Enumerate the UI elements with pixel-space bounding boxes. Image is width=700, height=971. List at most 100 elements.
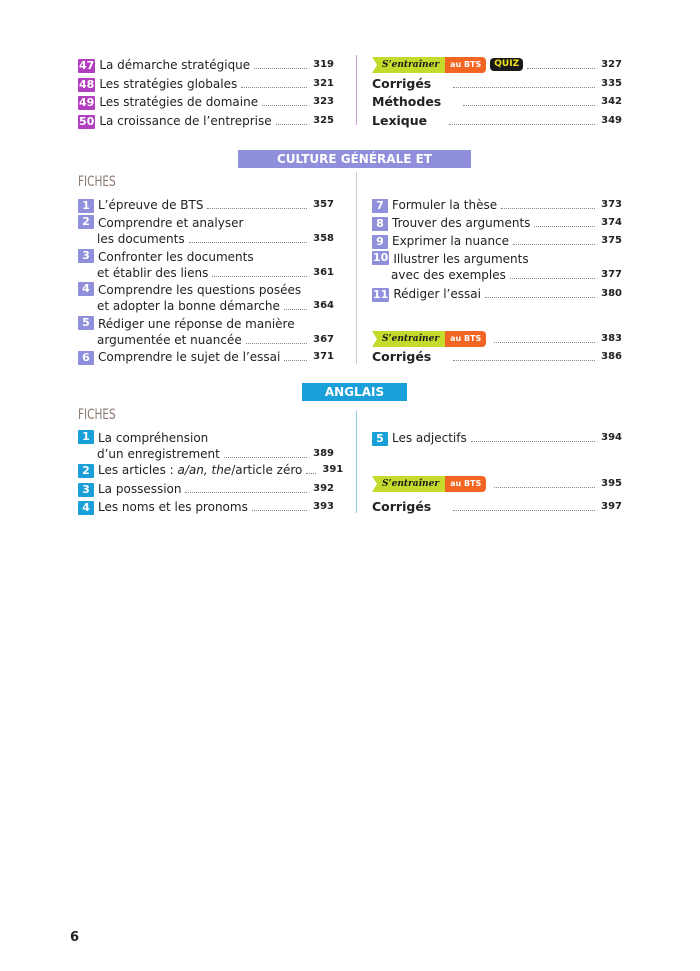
toc-entry-entrainer[interactable]: S’entraîner au BTS 395 (372, 476, 622, 492)
dot-leader (188, 242, 308, 243)
toc-entry[interactable]: 4 Les noms et les pronoms 393 (78, 499, 334, 515)
entrainer-tag: au BTS (445, 476, 487, 492)
dot-leader (275, 124, 308, 125)
dot-leader (212, 276, 308, 277)
entry-title-continued: et établir des liens (97, 266, 209, 280)
page-number: 364 (313, 300, 334, 311)
dot-leader (509, 278, 596, 279)
toc-entry-corriges[interactable]: Corrigés 397 (372, 499, 622, 515)
entry-title-continued: et adopter la bonne démarche (97, 299, 280, 313)
toc-entry-corrigés[interactable]: Corrigés 335 (372, 76, 622, 92)
entrainer-label: S’entraîner (372, 476, 446, 492)
fiche-number-badge: 48 (78, 78, 96, 92)
dot-leader (207, 208, 308, 209)
toc-entry[interactable]: 5 Les adjectifs 394 (372, 430, 622, 446)
page-number: 383 (601, 333, 622, 344)
toc-entry[interactable]: 49 Les stratégies de domaine 323 (78, 94, 334, 110)
dot-leader (494, 342, 596, 343)
toc-entry[interactable]: 6 Comprendre le sujet de l’essai 371 (78, 349, 334, 365)
entry-title: Méthodes (372, 94, 442, 109)
entry-title: La possession (98, 482, 182, 496)
page-number: 342 (601, 96, 622, 107)
entrainer-tag: au BTS (445, 331, 487, 347)
fiche-number-badge: 4 (78, 282, 94, 296)
fiche-number-badge: 1 (78, 430, 94, 444)
toc-entry-lexique[interactable]: Lexique 349 (372, 113, 622, 129)
dot-leader (245, 343, 308, 344)
entry-title: L’épreuve de BTS (98, 198, 204, 212)
fiche-number-badge: 9 (372, 235, 388, 249)
page-number: 391 (322, 464, 344, 475)
dot-leader (449, 124, 596, 125)
dot-leader (513, 244, 596, 245)
toc-entry-corriges[interactable]: Corrigés 386 (372, 349, 622, 365)
fiches-label: FICHES (78, 174, 116, 190)
dot-leader (527, 68, 596, 69)
entry-title: La démarche stratégique (99, 58, 251, 72)
dot-leader (453, 87, 596, 88)
fiche-number-badge: 5 (78, 316, 94, 330)
toc-entry-entrainer[interactable]: S’entraîner au BTS QUIZ 327 (372, 57, 622, 73)
toc-entry[interactable]: 1 La compréhension d’un enregistrement 389 (78, 430, 334, 462)
page-number: 321 (313, 78, 334, 89)
page-number: 374 (601, 217, 622, 228)
toc-entry-entrainer[interactable]: S’entraîner au BTS 383 (372, 331, 622, 347)
dot-leader (254, 68, 308, 69)
fiche-number-badge: 2 (78, 464, 94, 478)
fiche-number-badge: 6 (78, 351, 94, 365)
entry-title: Les adjectifs (392, 431, 467, 445)
toc-entry[interactable]: 50 La croissance de l’entreprise 325 (78, 113, 334, 129)
page-number: 323 (313, 96, 334, 107)
entry-title: Comprendre et analyser (98, 216, 244, 230)
toc-entry[interactable]: 5 Rédiger une réponse de manière argumenté… (78, 316, 334, 348)
fiche-number-badge: 49 (78, 96, 96, 110)
dot-leader (223, 457, 308, 458)
page-number: 349 (601, 115, 622, 126)
toc-entry[interactable]: 48 Les stratégies globales 321 (78, 76, 334, 92)
page-number: 371 (313, 351, 334, 362)
page-number: 389 (313, 448, 334, 459)
fiche-number-badge: 3 (78, 249, 94, 263)
dot-leader (306, 473, 317, 474)
entry-title-continued: avec des exemples (391, 268, 506, 282)
toc-entry[interactable]: 3 La possession 392 (78, 481, 334, 497)
page-number: 319 (313, 59, 334, 70)
page-number: 361 (313, 267, 334, 278)
toc-entry[interactable]: 9 Exprimer la nuance 375 (372, 233, 622, 249)
toc-entry[interactable]: 3 Confronter les documents et établir des … (78, 249, 334, 281)
entry-title: Exprimer la nuance (392, 234, 510, 248)
page-number: 393 (313, 501, 334, 512)
toc-entry[interactable]: 10 Illustrer les arguments avec des exempl… (372, 251, 622, 283)
fiche-number-badge: 47 (78, 59, 96, 73)
toc-entry[interactable]: 8 Trouver des arguments 374 (372, 215, 622, 231)
page-number: 394 (601, 432, 622, 443)
entry-title: Rédiger l’essai (393, 287, 481, 301)
dot-leader (284, 360, 308, 361)
entrainer-badge: S’entraîner au BTS (372, 57, 487, 73)
entrainer-label: S’entraîner (372, 331, 446, 347)
toc-entry[interactable]: 2 Comprendre et analyser les documents 358 (78, 215, 334, 247)
page-number: 357 (313, 199, 334, 210)
page-number: 335 (601, 78, 622, 89)
fiche-number-badge: 3 (78, 483, 94, 497)
fiche-number-badge: 50 (78, 115, 96, 129)
quiz-badge: QUIZ (490, 58, 524, 71)
toc-entry[interactable]: 7 Formuler la thèse 373 (372, 197, 622, 213)
toc-entry[interactable]: 1 L’épreuve de BTS 357 (78, 197, 334, 213)
page-number: 327 (601, 59, 622, 70)
toc-entry[interactable]: 11 Rédiger l’essai 380 (372, 286, 622, 302)
entrainer-label: S’entraîner (372, 57, 446, 73)
page-number-footer: 6 (70, 930, 80, 945)
entry-title: Comprendre le sujet de l’essai (98, 350, 281, 364)
fiche-number-badge: 8 (372, 217, 388, 231)
page-number: 358 (313, 233, 334, 244)
dot-leader (241, 87, 308, 88)
toc-entry[interactable]: 4 Comprendre les questions posées et adopt… (78, 282, 334, 314)
fiches-label: FICHES (78, 407, 116, 423)
dot-leader (283, 309, 308, 310)
section-heading-culture: CULTURE GÉNÉRALE ET EXPRESSION (238, 150, 471, 184)
toc-entry-méthodes[interactable]: Méthodes 342 (372, 94, 622, 110)
column-divider (356, 410, 357, 513)
toc-entry[interactable]: 47 La démarche stratégique 319 (78, 57, 334, 73)
toc-entry[interactable]: 2 Les articles : a/an, the/article zéro … (78, 462, 343, 478)
